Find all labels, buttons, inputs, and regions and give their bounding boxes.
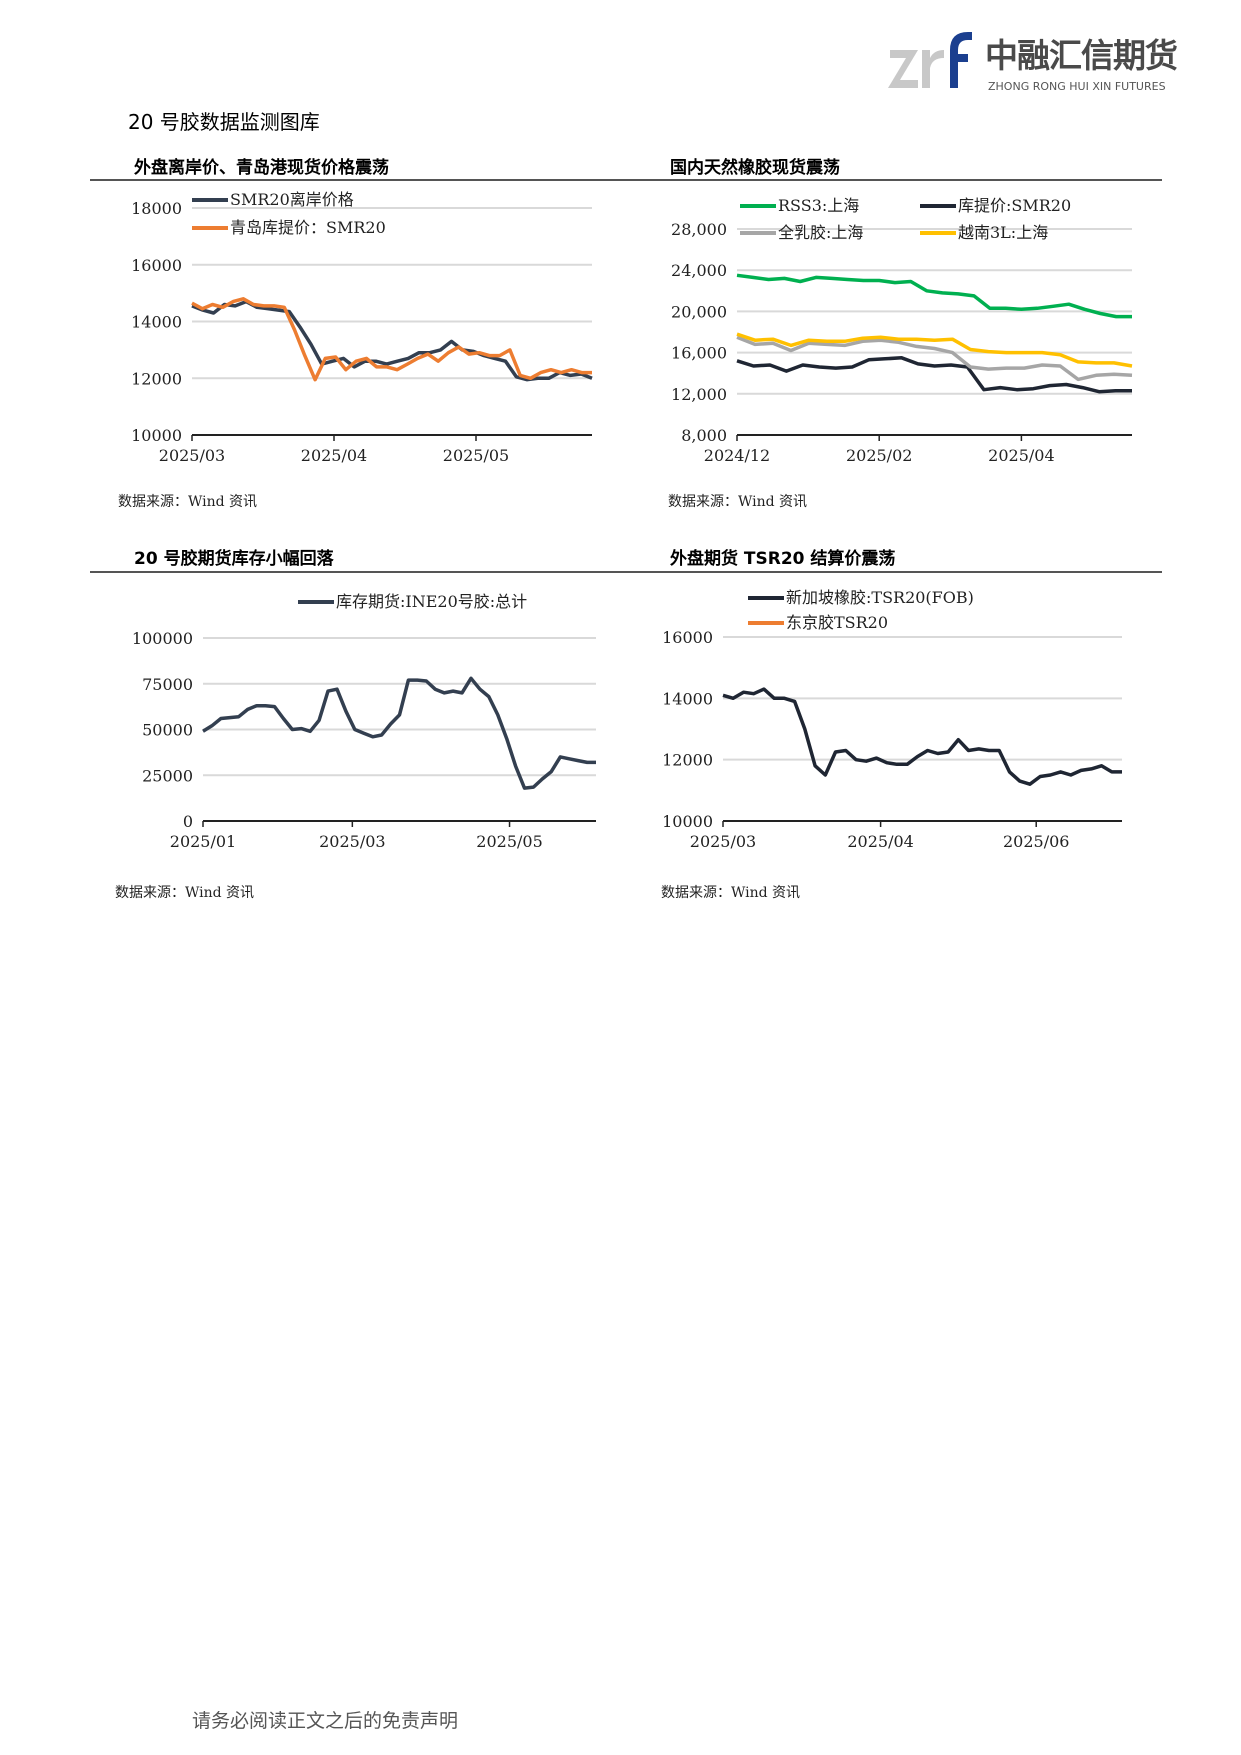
company-logo-mark: [888, 32, 972, 88]
chart3-source: 数据来源：Wind 资讯: [115, 885, 255, 901]
x-tick-label: 2025/02: [846, 446, 912, 465]
chart-offshore-qingdao-price: 10000 12000 14000 16000 18000 2025/03 2025/04 2…: [131, 190, 593, 465]
legend-label: 库提价:SMR20: [958, 196, 1071, 215]
x-tick-label: 2025/04: [988, 446, 1054, 465]
page-title: 20 号胶数据监测图库: [128, 110, 320, 134]
y-tick-label: 18000: [131, 199, 182, 218]
x-tick-label: 2025/03: [319, 832, 385, 851]
y-tick-label: 16000: [131, 256, 182, 275]
chart-ine-inventory: 0 25000 50000 75000 100000 2025/01 2025/03 2025…: [132, 592, 596, 851]
y-tick-label: 10000: [662, 812, 713, 831]
y-tick-label: 100000: [132, 629, 193, 648]
series-line-3: [736, 332, 1133, 368]
x-tick-label: 2025/04: [847, 832, 913, 851]
y-tick-label: 25000: [142, 766, 193, 785]
y-tick-label: 10000: [131, 426, 182, 445]
x-tick-label: 2025/04: [301, 446, 367, 465]
series-line-2: [736, 335, 1133, 382]
chart4-source: 数据来源：Wind 资讯: [661, 885, 801, 901]
x-tick-label: 2025/05: [443, 446, 509, 465]
section-divider: [90, 571, 1162, 573]
disclaimer-footer: 请务必阅读正文之后的免责声明: [192, 1710, 459, 1732]
series-line-0: [722, 687, 1122, 786]
y-tick-label: 12,000: [671, 385, 727, 404]
chart1-source: 数据来源：Wind 资讯: [118, 494, 258, 510]
y-tick-label: 20,000: [671, 302, 727, 321]
y-tick-label: 8,000: [681, 426, 727, 445]
legend-label: 青岛库提价：SMR20: [230, 218, 386, 237]
chart2-source: 数据来源：Wind 资讯: [668, 494, 808, 510]
y-tick-label: 0: [183, 812, 193, 831]
y-tick-label: 14000: [131, 313, 182, 332]
legend-label: RSS3:上海: [778, 196, 859, 215]
legend-label: 新加坡橡胶:TSR20(FOB): [786, 588, 974, 607]
x-tick-label: 2024/12: [704, 446, 770, 465]
y-tick-label: 24,000: [671, 261, 727, 280]
x-tick-label: 2025/05: [476, 832, 542, 851]
chart1-title: 外盘离岸价、青岛港现货价格震荡: [134, 158, 389, 178]
x-tick-label: 2025/06: [1003, 832, 1069, 851]
y-tick-label: 28,000: [671, 220, 727, 239]
x-tick-label: 2025/03: [690, 832, 756, 851]
series-line-1: [191, 297, 592, 382]
y-tick-label: 14000: [662, 689, 713, 708]
y-tick-label: 16,000: [671, 344, 727, 363]
legend-label: 东京胶TSR20: [786, 613, 888, 632]
company-name-en: ZHONG RONG HUI XIN FUTURES: [988, 80, 1166, 93]
x-tick-label: 2025/03: [159, 446, 225, 465]
company-name-cn: 中融汇信期货: [985, 36, 1178, 75]
legend-label: 越南3L:上海: [958, 223, 1048, 242]
legend-label: 全乳胶:上海: [778, 223, 863, 242]
legend-label: 库存期货:INE20号胶:总计: [336, 592, 527, 611]
series-line-0: [191, 299, 593, 382]
legend-label: SMR20离岸价格: [230, 190, 354, 209]
chart2-title: 国内天然橡胶现货震荡: [670, 158, 840, 178]
chart-domestic-spot-price: 8,000 12,000 16,000 20,000 24,000 28,000 2024/…: [671, 196, 1133, 465]
series-line-0: [202, 676, 596, 790]
x-tick-label: 2025/01: [170, 832, 236, 851]
series-line-1: [736, 356, 1132, 394]
y-tick-label: 75000: [142, 675, 193, 694]
y-tick-label: 50000: [142, 721, 193, 740]
y-tick-label: 16000: [662, 628, 713, 647]
chart3-title: 20 号胶期货库存小幅回落: [134, 549, 334, 569]
y-tick-label: 12000: [131, 369, 182, 388]
chart-tsr20-settlement: 10000 12000 14000 16000 2025/03 2025/04 2025/0…: [662, 588, 1122, 851]
section-divider: [90, 179, 1162, 181]
y-tick-label: 12000: [662, 751, 713, 770]
series-line-0: [736, 273, 1132, 319]
chart4-title: 外盘期货 TSR20 结算价震荡: [670, 549, 896, 569]
